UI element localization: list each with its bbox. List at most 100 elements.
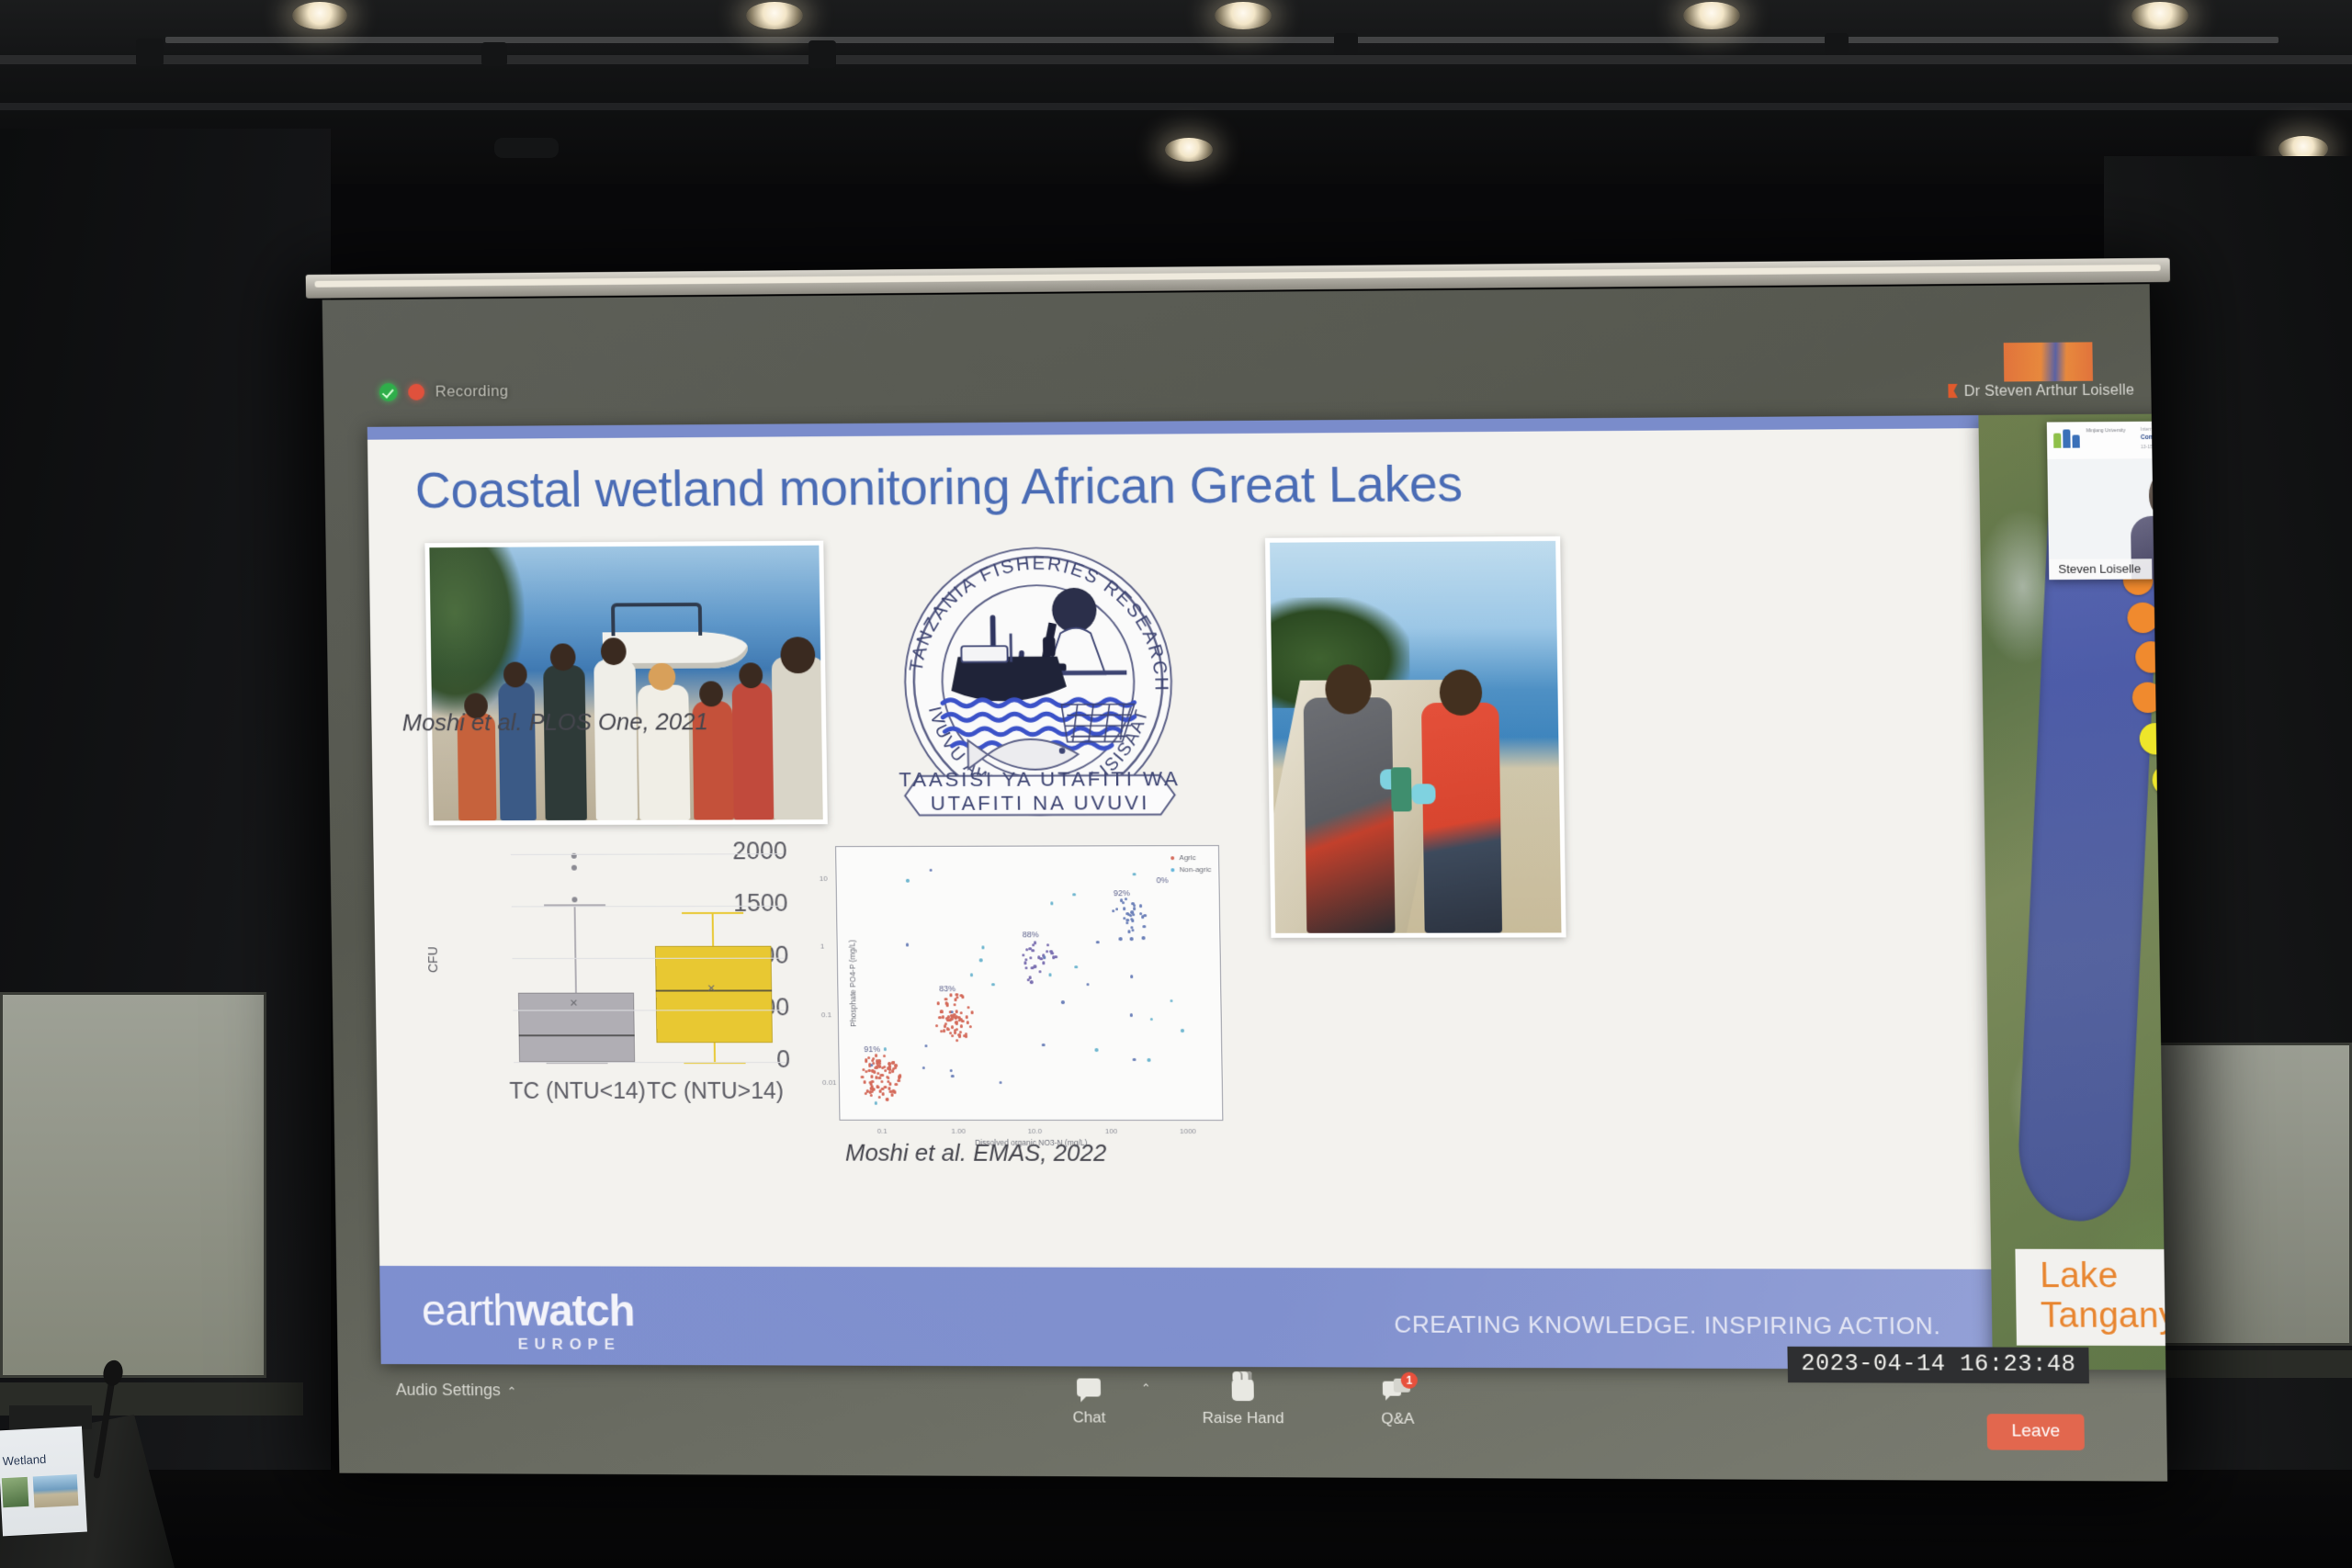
person <box>637 684 691 820</box>
person-head <box>780 637 816 674</box>
boxplot-citation: Moshi et al. PLOS One, 2021 <box>401 707 708 737</box>
scatter-point <box>1045 950 1049 953</box>
scatter-point <box>894 1082 899 1086</box>
scatter-point <box>881 1092 885 1096</box>
scatter-point <box>1129 1013 1133 1017</box>
meeting-status-bar: Recording <box>379 382 509 401</box>
scatter-point <box>874 1066 877 1070</box>
scatter-point <box>953 1002 956 1007</box>
boxplot-gridline <box>514 1062 786 1064</box>
scatter-point <box>893 1090 897 1094</box>
toolbar-raise-hand-button[interactable]: Raise Hand <box>1198 1372 1287 1427</box>
leave-button[interactable]: Leave <box>1986 1414 2085 1450</box>
toolbar-q-a-button[interactable]: 1 Q&A <box>1353 1371 1442 1427</box>
scatter-point <box>1132 1058 1136 1062</box>
scatter-point <box>1072 893 1076 897</box>
recording-dot-icon[interactable] <box>408 383 425 400</box>
chat-bubble-icon <box>1076 1378 1102 1397</box>
scatter-point <box>1030 980 1034 984</box>
scatter-point <box>966 1021 969 1024</box>
scatter-y-axis-label: Phosphate PO4-P (mg/L) <box>847 939 858 1027</box>
chevron-up-icon[interactable]: ⌃ <box>1140 1381 1151 1395</box>
scatter-point <box>1142 925 1146 929</box>
scatter-point <box>888 1065 892 1068</box>
ceiling-light <box>1683 2 1740 29</box>
scatter-point <box>1132 913 1136 917</box>
scatter-point <box>1029 956 1033 960</box>
scatter-point <box>970 1010 974 1014</box>
scatter-point <box>1051 955 1056 960</box>
toolbar-button-label: Q&A <box>1381 1409 1415 1427</box>
scatter-point <box>876 1085 880 1089</box>
zoom-webinar-window: Recording Dr Steven Arthur Loiselle Coas… <box>322 284 2168 1482</box>
scatter-point <box>1050 901 1054 905</box>
presenter-video-tile[interactable]: Minjiang University International Confer… <box>2046 420 2168 581</box>
scatter-point <box>887 1077 890 1080</box>
scatter-point <box>959 1024 964 1028</box>
scatter-cluster-label: 91% <box>864 1044 881 1055</box>
scatter-point <box>955 1027 959 1032</box>
scatter-point <box>868 1090 872 1094</box>
scatter-point <box>860 1075 865 1079</box>
shared-slide: Coastal wetland monitoring African Great… <box>367 415 1996 1370</box>
scatter-point <box>1181 1029 1184 1032</box>
scatter-x-tick: 1000 <box>1180 1126 1196 1135</box>
security-shield-icon[interactable] <box>379 383 398 401</box>
scatter-point <box>1131 901 1135 906</box>
scatter-point <box>950 1033 955 1038</box>
scatter-point <box>1170 998 1173 1003</box>
scatter-legend-item: Agric <box>1170 853 1211 862</box>
scatter-point <box>883 1065 887 1069</box>
scatter-point <box>882 1055 887 1058</box>
background-slide-header: Minjiang University International Confer… <box>2046 420 2168 459</box>
slide-footer: earthwatch EUROPE CREATING KNOWLEDGE. IN… <box>379 1266 1996 1370</box>
water-sampling-photo <box>1264 536 1566 938</box>
scatter-point <box>872 1088 876 1091</box>
scatter-point <box>1130 975 1134 978</box>
scatter-point <box>968 1025 973 1029</box>
scatter-point <box>1133 873 1136 876</box>
scatter-cluster-label: 83% <box>939 984 956 994</box>
chevron-up-icon[interactable]: ⌃ <box>506 1384 517 1399</box>
scatter-point <box>981 945 985 950</box>
person <box>543 665 587 821</box>
scatter-point <box>1131 928 1135 932</box>
scatter-point <box>929 868 933 873</box>
scatter-x-tick: 10.0 <box>1027 1126 1043 1135</box>
scatter-point <box>1049 949 1053 953</box>
scatter-point <box>959 993 964 998</box>
slide-title: Coastal wetland monitoring African Great… <box>414 455 1464 519</box>
scatter-point <box>877 1076 882 1079</box>
toolbar-chat-button[interactable]: ⌃ Chat <box>1045 1371 1151 1427</box>
person-head <box>503 661 527 688</box>
earthwatch-tagline: CREATING KNOWLEDGE. INSPIRING ACTION. <box>1394 1310 1941 1340</box>
person-head <box>699 681 724 707</box>
scatter-point <box>1022 953 1025 957</box>
scatter-point <box>888 1089 893 1093</box>
scatter-point <box>1042 955 1046 960</box>
scatter-point <box>1028 976 1032 979</box>
scatter-point <box>870 1064 874 1067</box>
scatter-point <box>1030 965 1035 970</box>
scatter-point <box>864 1059 868 1063</box>
earthwatch-logo-subtitle: EUROPE <box>517 1335 621 1353</box>
cfu-boxplot-chart: CFU 2000150010005000 ×× TC (NTU<14)TC (N… <box>425 837 791 1128</box>
scatter-point <box>1147 1058 1151 1062</box>
scatter-point <box>1042 1043 1046 1047</box>
person-head <box>648 662 676 691</box>
slide-accent-bar <box>367 415 1982 440</box>
scatter-point <box>880 1087 885 1091</box>
scatter-citation: Moshi et al. EMAS, 2022 <box>844 1138 1107 1167</box>
ceiling-light <box>292 2 347 29</box>
scatter-point <box>1122 907 1126 910</box>
audio-settings-label: Audio Settings <box>395 1380 501 1400</box>
scatter-cluster-label: 92% <box>1113 888 1131 898</box>
scatter-point <box>869 1082 873 1086</box>
scatter-point <box>1124 897 1127 901</box>
audio-settings-button[interactable]: Audio Settings ⌃ <box>396 1381 517 1400</box>
scatter-point <box>940 1030 944 1033</box>
scatter-point <box>1046 942 1050 947</box>
scatter-point <box>1023 961 1027 965</box>
scatter-point <box>1048 973 1052 977</box>
scatter-point <box>877 1095 882 1100</box>
